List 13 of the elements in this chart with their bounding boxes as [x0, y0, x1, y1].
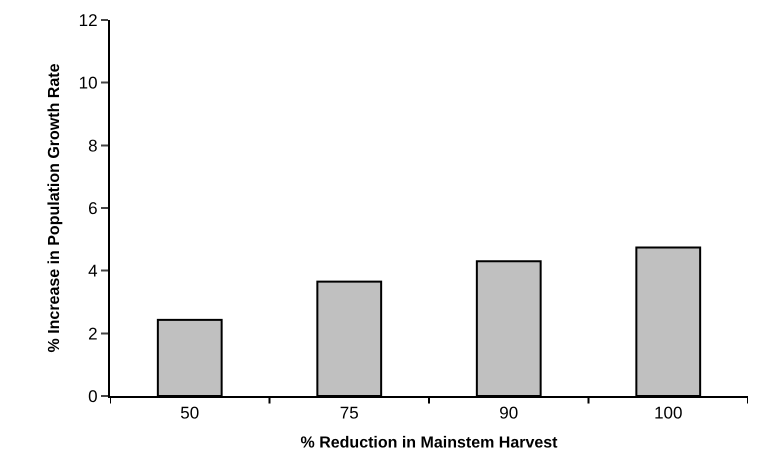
x-tick-label: 50: [180, 403, 200, 422]
y-axis-title: % Increase in Population Growth Rate: [46, 63, 64, 352]
y-tick-label: 12: [78, 10, 98, 30]
y-tick-label: 4: [88, 262, 98, 281]
y-tick-label: 6: [88, 198, 98, 218]
y-tick-label: 2: [88, 324, 98, 344]
y-tick-label: 0: [88, 386, 98, 406]
x-tick-label: 90: [499, 403, 518, 422]
x-axis-title: % Reduction in Mainstem Harvest: [300, 434, 558, 452]
x-tick-label: 75: [340, 403, 359, 422]
y-tick-label: 8: [88, 136, 98, 156]
x-tick-label: 100: [654, 403, 682, 422]
y-tick-label: 10: [78, 74, 98, 93]
